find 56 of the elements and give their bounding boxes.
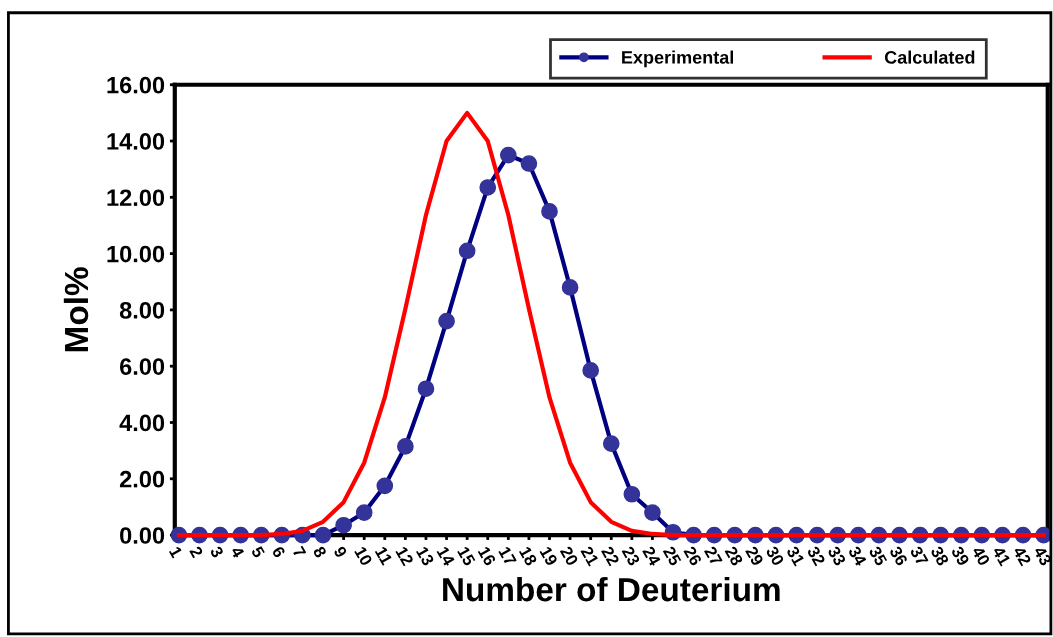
x-tick-label: 22 — [601, 545, 620, 567]
y-tick-label: 6.00 — [119, 358, 165, 375]
x-tick-label: 35 — [868, 545, 888, 567]
y-axis-title: Mol% — [63, 267, 89, 352]
x-tick-label: 40 — [971, 545, 991, 567]
x-tick-label: 21 — [580, 545, 600, 567]
x-tick-label: 2 — [189, 545, 204, 559]
x-tick-label: 12 — [395, 545, 414, 567]
x-axis-title: Number of Deuterium — [443, 576, 780, 602]
y-tick-label: 10.00 — [107, 245, 165, 263]
y-tick-label: 4.00 — [119, 414, 165, 432]
x-tick-label: 38 — [930, 545, 950, 567]
x-tick-label: 43 — [1033, 545, 1053, 567]
x-tick-label: 33 — [827, 545, 847, 567]
y-tick-label: 14.00 — [107, 133, 165, 150]
x-tick-label: 15 — [457, 546, 476, 567]
x-tick-label: 19 — [539, 545, 559, 567]
x-tick-label: 11 — [374, 546, 393, 566]
x-tick-label: 13 — [415, 545, 435, 567]
x-tick-label: 27 — [704, 545, 723, 567]
x-tick-label: 3 — [209, 545, 225, 559]
x-tick-label: 4 — [230, 545, 245, 559]
x-tick-label: 32 — [806, 545, 826, 567]
x-tick-label: 14 — [436, 546, 456, 567]
x-tick-label: 7 — [292, 545, 307, 559]
y-tick-label: 2.00 — [119, 470, 165, 488]
y-tick-label: 16.00 — [107, 76, 165, 94]
x-tick-label: 31 — [786, 545, 806, 567]
x-tick-label: 18 — [518, 545, 538, 567]
y-tick-label: 12.00 — [107, 189, 165, 207]
legend-label: Experimental — [622, 50, 734, 68]
x-tick-label: 20 — [559, 545, 579, 567]
x-tick-label: 30 — [765, 545, 785, 567]
x-tick-label: 10 — [354, 545, 373, 567]
x-tick-label: 34 — [847, 545, 868, 567]
x-tick-label: 37 — [909, 545, 929, 567]
x-tick-label: 28 — [724, 545, 744, 567]
x-tick-label: 8 — [312, 545, 328, 559]
x-tick-label: 41 — [992, 545, 1011, 567]
legend-label: Calculated — [884, 50, 975, 64]
x-tick-label: 39 — [950, 545, 970, 567]
x-tick-label: 42 — [1012, 545, 1032, 567]
x-tick-label: 26 — [683, 545, 703, 567]
x-tick-label: 23 — [621, 545, 641, 567]
x-tick-label: 36 — [889, 545, 909, 567]
y-tick-label: 8.00 — [119, 301, 165, 319]
y-tick-label: 0.00 — [120, 527, 165, 544]
x-tick-label: 17 — [498, 546, 517, 567]
x-tick-label: 16 — [477, 545, 497, 567]
x-tick-label: 1 — [168, 546, 183, 559]
x-tick-label: 24 — [642, 545, 662, 567]
x-tick-label: 6 — [271, 545, 286, 559]
x-tick-label: 29 — [745, 545, 764, 567]
x-tick-label: 25 — [662, 545, 682, 567]
x-tick-label: 9 — [333, 545, 348, 559]
x-tick-label: 5 — [250, 545, 266, 559]
